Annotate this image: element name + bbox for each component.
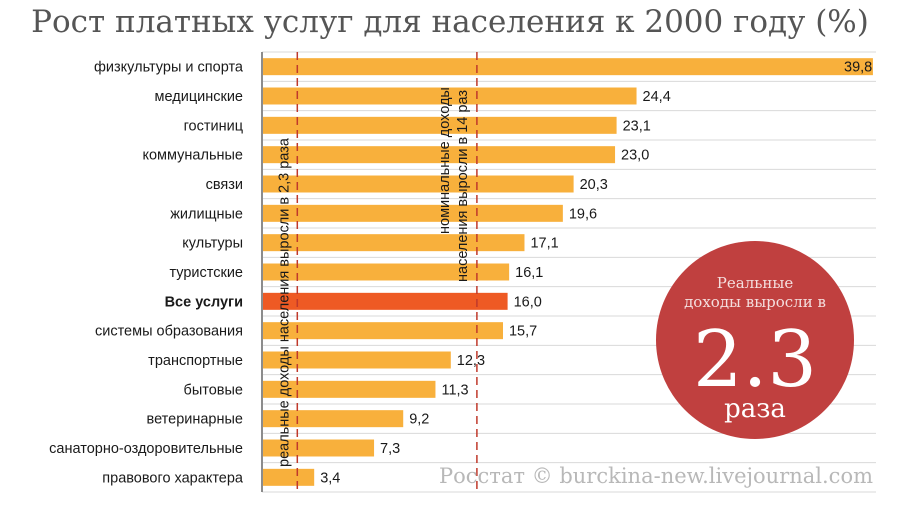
bar — [262, 116, 617, 134]
category-label: жилищные — [170, 206, 243, 222]
category-label: бытовые — [184, 382, 243, 398]
badge-line3: раза — [724, 394, 786, 424]
bar — [262, 439, 375, 457]
value-label: 16,1 — [515, 265, 543, 281]
category-labels: физкультуры и спорта медицинские гостиниц к… — [49, 60, 244, 487]
source-credit: Росстат © burckina-new.livejournal.com — [439, 464, 873, 488]
bar — [262, 58, 873, 76]
value-label: 16,0 — [514, 294, 542, 310]
category-label: санаторно-оздоровительные — [49, 441, 243, 457]
bar — [262, 146, 616, 164]
bar — [262, 380, 436, 398]
bar — [262, 204, 563, 222]
value-label: 23,1 — [623, 118, 651, 134]
value-label: 23,0 — [621, 148, 649, 164]
value-label: 7,3 — [380, 441, 400, 457]
category-label: Все услуги — [165, 294, 243, 310]
value-label: 39,8 — [844, 60, 872, 76]
value-label: 9,2 — [409, 412, 429, 428]
bar-all-services — [262, 292, 508, 310]
bar — [262, 263, 510, 281]
value-label: 15,7 — [509, 324, 537, 340]
badge-big-number: 2.3 — [693, 315, 817, 405]
value-labels: 39,8 24,4 23,1 23,0 20,3 19,6 17,1 16,1 16,0 15,7… — [320, 60, 872, 487]
bar — [262, 87, 637, 105]
category-label: правового характера — [102, 470, 244, 486]
badge-line1: Реальные — [717, 274, 794, 292]
category-label: связи — [206, 177, 243, 193]
value-label: 3,4 — [320, 470, 340, 486]
bars — [262, 58, 873, 486]
category-label: культуры — [182, 236, 243, 252]
category-label: транспортные — [148, 353, 243, 369]
real-income-badge: Реальные доходы выросли в 2.3 раза — [656, 241, 854, 439]
badge-circle — [656, 241, 854, 439]
bar — [262, 322, 503, 340]
value-label: 11,3 — [441, 382, 468, 398]
value-label: 12,3 — [457, 353, 485, 369]
value-label: 24,4 — [643, 89, 671, 105]
badge-line2: доходы выросли в — [684, 293, 826, 311]
reference-lines: реальные доходы населения выросли в 2,3 … — [276, 52, 478, 492]
bar — [262, 234, 525, 252]
value-label: 17,1 — [530, 236, 558, 252]
value-label: 20,3 — [580, 177, 608, 193]
category-label: ветеринарные — [147, 412, 243, 428]
category-label: туристские — [169, 265, 243, 281]
category-label: коммунальные — [142, 148, 243, 164]
bar — [262, 351, 451, 369]
category-label: медицинские — [155, 89, 243, 105]
chart-title: Рост платных услуг для населения к 2000 … — [31, 4, 869, 40]
value-label: 19,6 — [569, 206, 597, 222]
category-label: системы образования — [95, 324, 243, 340]
reference-line-label: реальные доходы населения выросли в 2,3 … — [276, 137, 292, 467]
bar — [262, 175, 574, 193]
category-label: гостиниц — [184, 118, 243, 134]
bar — [262, 468, 315, 486]
reference-line-label: номинальные доходы — [437, 87, 453, 234]
category-label: физкультуры и спорта — [94, 60, 244, 76]
reference-line-label: населения выросли в 14 раз — [455, 90, 471, 282]
